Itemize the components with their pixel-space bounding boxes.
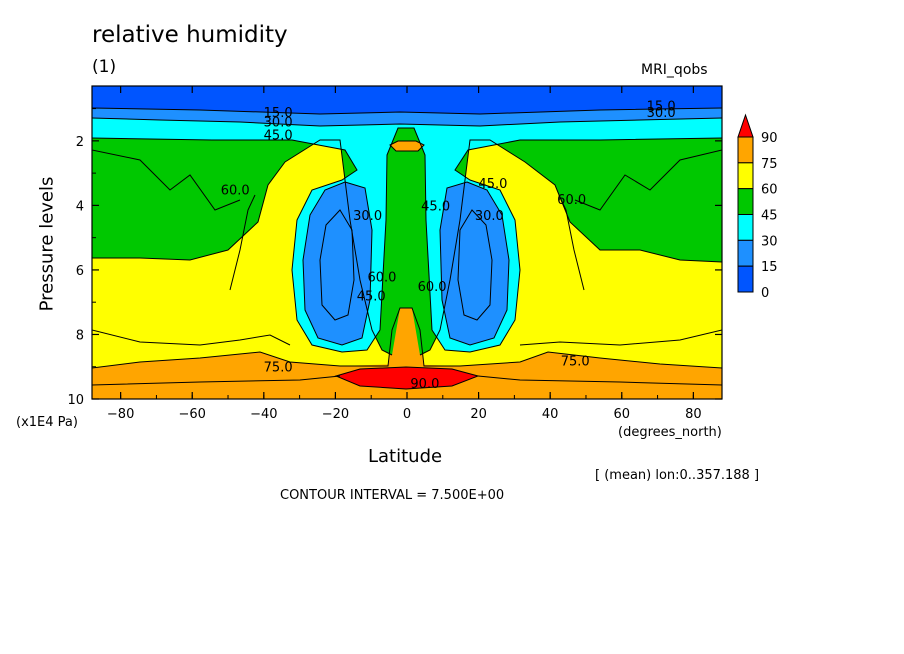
contour-lines xyxy=(92,107,722,386)
contour-label: 30.0 xyxy=(264,115,293,130)
contour-label: 45.0 xyxy=(478,177,507,192)
x-tick-label: −20 xyxy=(322,407,349,422)
colorbar-arrow xyxy=(737,113,754,138)
contour-label: 60.0 xyxy=(221,183,250,198)
y-axis-unit: (x1E4 Pa) xyxy=(16,415,78,430)
contour-label: 75.0 xyxy=(561,354,590,369)
colorbar-label: 30 xyxy=(761,234,778,249)
x-tick-label: −40 xyxy=(250,407,277,422)
y-tick-label: 4 xyxy=(76,199,84,214)
contour-interval-label: CONTOUR INTERVAL = 7.500E+00 xyxy=(280,488,505,503)
mean-label: [ (mean) lon:0..357.188 ] xyxy=(595,468,760,483)
contour-label: 45.0 xyxy=(357,290,386,305)
x-tick-label: 0 xyxy=(403,407,411,422)
y-tick-label: 2 xyxy=(76,135,84,150)
band-45-60-upper xyxy=(92,86,722,355)
contour-labels: 15.030.045.060.075.030.045.060.045.060.0… xyxy=(221,99,676,392)
colorbar-label: 0 xyxy=(761,286,769,301)
upper-tropical-blob xyxy=(389,140,425,152)
x-tick-label: −80 xyxy=(107,407,134,422)
minimum-north xyxy=(457,209,493,321)
colorbar-label: 60 xyxy=(761,183,778,198)
x-tick-label: −60 xyxy=(179,407,206,422)
contour-label: 30.0 xyxy=(353,209,382,224)
x-axis-label: Latitude xyxy=(368,446,443,467)
colorbar-label: 90 xyxy=(761,131,778,146)
colorbar-segment xyxy=(737,239,754,267)
x-axis-unit: (degrees_north) xyxy=(618,425,722,440)
x-tick-label: 60 xyxy=(613,407,630,422)
colorbar: 90 75 60 45 30 15 0 xyxy=(737,113,778,301)
chart-subtitle: (1) xyxy=(92,57,117,77)
chart-title: relative humidity xyxy=(92,22,288,48)
plot-area: 15.030.045.060.075.030.045.060.045.060.0… xyxy=(92,86,722,399)
colorbar-segment xyxy=(737,188,754,216)
colorbar-segment xyxy=(737,136,754,164)
y-axis: 2 4 6 8 10 xyxy=(67,108,722,408)
colorbar-segment xyxy=(737,265,754,293)
y-tick-label: 10 xyxy=(67,393,84,408)
x-tick-label: 20 xyxy=(470,407,487,422)
contour-label: 15.0 xyxy=(647,99,676,114)
contour-label: 30.0 xyxy=(475,209,504,224)
contour-label: 45.0 xyxy=(421,199,450,214)
contour-label: 45.0 xyxy=(264,128,293,143)
x-tick-label: 40 xyxy=(542,407,559,422)
contour-label: 60.0 xyxy=(557,193,586,208)
contour-label: 60.0 xyxy=(418,280,447,295)
contour-label: 60.0 xyxy=(367,270,396,285)
colorbar-label: 75 xyxy=(761,157,778,172)
x-tick-label: 80 xyxy=(685,407,702,422)
colorbar-label: 45 xyxy=(761,209,778,224)
dataset-label: MRI_qobs xyxy=(641,62,708,78)
colorbar-segment xyxy=(737,214,754,241)
y-tick-label: 8 xyxy=(76,328,84,343)
contour-label: 75.0 xyxy=(264,361,293,376)
colorbar-segment xyxy=(737,162,754,190)
colorbar-label: 15 xyxy=(761,260,778,275)
band-0-15-top xyxy=(92,86,722,114)
contour-label: 15.0 xyxy=(264,106,293,121)
minimum-south xyxy=(319,209,355,321)
y-tick-label: 6 xyxy=(76,264,84,279)
x-axis: −80 −60 −40 −20 0 20 40 60 80 xyxy=(107,86,702,422)
contour-label: 90.0 xyxy=(410,377,439,392)
contour-label: 30.0 xyxy=(647,106,676,121)
